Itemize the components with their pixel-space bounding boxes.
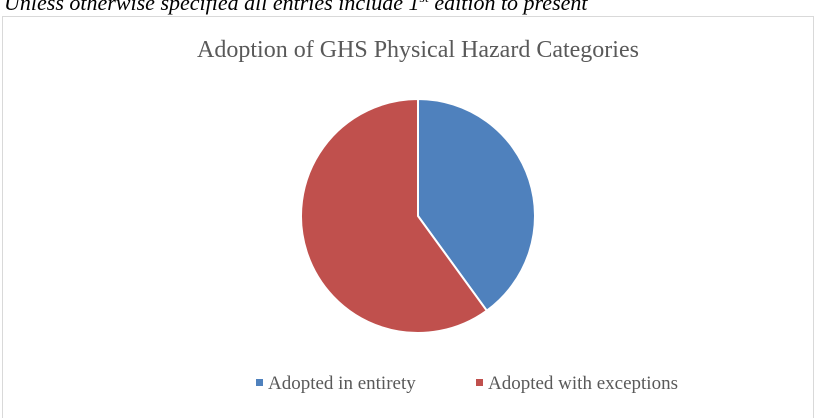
- note-sup: st: [420, 0, 430, 6]
- legend-label: Adopted with exceptions: [488, 373, 678, 394]
- legend-swatch: [476, 379, 483, 386]
- chart-border: [2, 16, 814, 418]
- chart-title: Adoption of GHS Physical Hazard Categori…: [197, 37, 639, 63]
- note: Unless otherwise specified all entries i…: [4, 0, 588, 15]
- legend-swatch: [256, 379, 263, 386]
- pie-slice: [417, 97, 536, 313]
- note-text: edition to present: [429, 0, 589, 15]
- pie-slice: [300, 97, 489, 334]
- legend-label: Adopted in entirety: [268, 373, 416, 394]
- note-text: Unless otherwise specified all entries i…: [4, 0, 420, 15]
